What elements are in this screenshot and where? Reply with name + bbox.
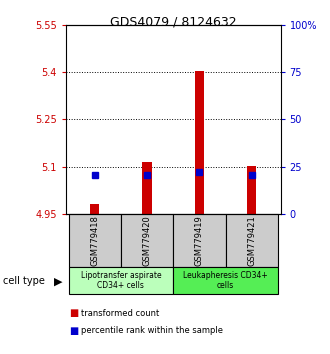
Text: GDS4079 / 8124632: GDS4079 / 8124632 — [110, 16, 237, 29]
Text: GSM779420: GSM779420 — [143, 215, 151, 266]
Bar — [90, 204, 99, 214]
Bar — [226, 214, 278, 267]
Text: transformed count: transformed count — [81, 309, 159, 318]
Text: ■: ■ — [69, 308, 79, 318]
Text: GSM779418: GSM779418 — [90, 215, 99, 266]
Bar — [121, 214, 173, 267]
Text: percentile rank within the sample: percentile rank within the sample — [81, 326, 223, 336]
Bar — [173, 267, 278, 294]
Text: ■: ■ — [69, 326, 79, 336]
Text: GSM779419: GSM779419 — [195, 215, 204, 266]
Bar — [142, 162, 152, 214]
Text: cell type: cell type — [3, 276, 45, 286]
Text: GSM779421: GSM779421 — [247, 215, 256, 266]
Bar — [195, 70, 204, 214]
Bar — [247, 166, 256, 214]
Text: ▶: ▶ — [53, 276, 62, 286]
Text: Lipotransfer aspirate
CD34+ cells: Lipotransfer aspirate CD34+ cells — [81, 271, 161, 290]
Bar — [173, 214, 226, 267]
Bar — [69, 267, 173, 294]
Text: Leukapheresis CD34+
cells: Leukapheresis CD34+ cells — [183, 271, 268, 290]
Bar — [69, 214, 121, 267]
